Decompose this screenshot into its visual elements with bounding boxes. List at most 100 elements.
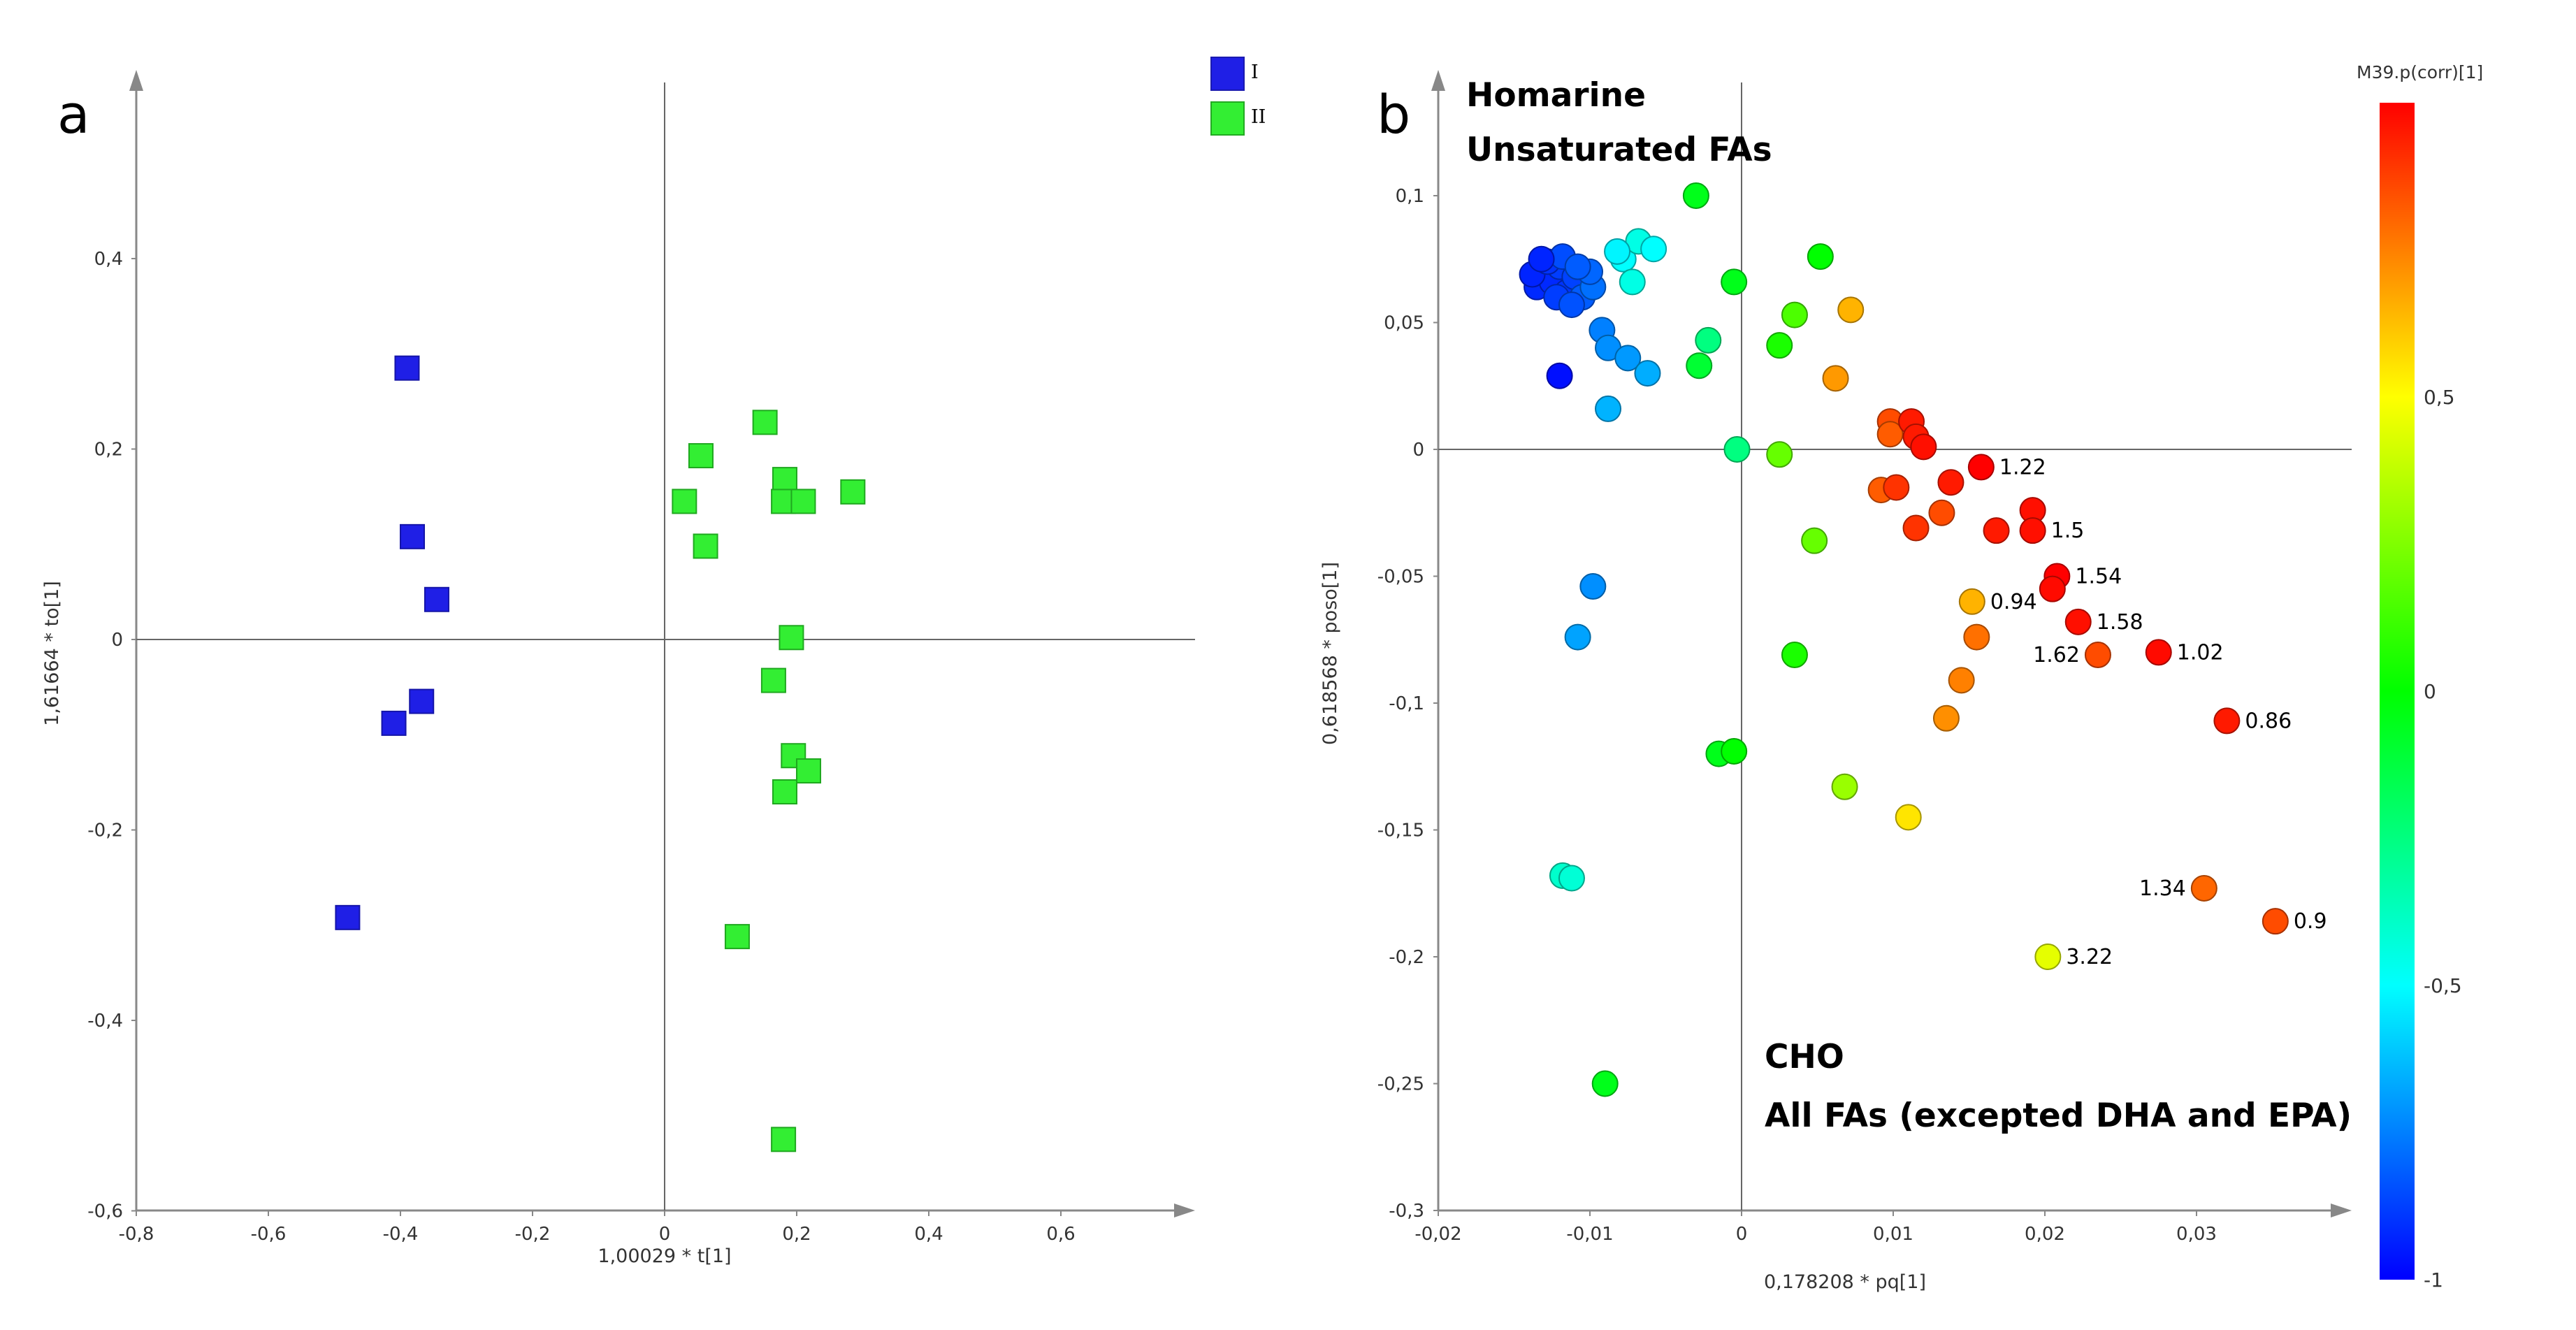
x-tick-label: -0,4 xyxy=(383,1224,419,1245)
point-label: 1.58 xyxy=(2097,610,2143,635)
loading-point xyxy=(1910,433,1937,461)
loading-point xyxy=(1721,737,1748,765)
annotation-all-fas: All FAs (excepted DHA and EPA) xyxy=(1765,1097,2352,1135)
data-point-group-II xyxy=(772,779,797,804)
data-point-group-II xyxy=(752,410,778,435)
loading-point xyxy=(1932,704,1960,732)
x-tick-label: 0,02 xyxy=(2025,1224,2065,1245)
loading-point xyxy=(1558,291,1585,319)
x-tick-label: 0,2 xyxy=(782,1224,811,1245)
data-point-group-I xyxy=(381,710,407,736)
colorbar-tick-label: 0,5 xyxy=(2424,386,2455,409)
x-tick-label: -0,01 xyxy=(1566,1224,1613,1245)
colorbar-tick-label: -0,5 xyxy=(2424,974,2462,997)
y-tick-label: -0,6 xyxy=(87,1201,123,1222)
y-tick-label: 0,4 xyxy=(94,249,123,270)
loading-point xyxy=(1558,865,1585,892)
loading-point xyxy=(1686,352,1713,380)
loading-point xyxy=(2064,608,2092,635)
y-tick-label: -0,05 xyxy=(1377,567,1424,588)
x-tick-label: 0 xyxy=(1736,1224,1748,1245)
loading-point xyxy=(1822,365,1849,392)
loading-point xyxy=(1579,573,1607,600)
y-tick-label: -0,3 xyxy=(1389,1201,1424,1222)
panel-b-x-ticks: -0,02 -0,01 0 0,01 0,02 0,03 xyxy=(1414,1210,2217,1245)
x-tick-label: 0 xyxy=(659,1224,671,1245)
loading-point xyxy=(1564,623,1591,651)
loading-point xyxy=(1614,345,1642,372)
loading-point xyxy=(1831,773,1858,800)
point-label: 1.34 xyxy=(2139,876,2186,901)
loading-point xyxy=(1634,360,1661,387)
panel-a-legend: I II xyxy=(1210,57,1266,136)
panel-b: -0,3 -0,25 -0,2 -0,15 -0,1 -0,05 0 0,05 0,1 -0,0… xyxy=(1319,62,2483,1293)
loading-point xyxy=(2019,517,2046,544)
point-label: 1.54 xyxy=(2075,565,2122,589)
loading-point xyxy=(1721,268,1748,296)
loading-point xyxy=(1837,296,1865,324)
loading-point xyxy=(1591,1070,1619,1097)
x-tick-label: -0,02 xyxy=(1414,1224,1461,1245)
data-point-group-II xyxy=(771,1127,797,1152)
point-label: 1.02 xyxy=(2177,640,2224,665)
y-tick-label: 0,05 xyxy=(1384,313,1424,334)
data-point-group-II xyxy=(840,479,866,505)
loading-point xyxy=(1883,474,1910,501)
loading-point xyxy=(2145,639,2172,666)
point-label: 1.5 xyxy=(2051,519,2085,543)
x-tick-label: -0,8 xyxy=(119,1224,154,1245)
data-point-group-II xyxy=(724,924,750,950)
y-tick-label: -0,2 xyxy=(1389,947,1424,968)
panel-b-letter: b xyxy=(1377,83,1410,145)
loading-point xyxy=(2262,908,2289,935)
y-tick-label: 0 xyxy=(111,630,123,651)
loading-point xyxy=(1781,301,1808,328)
loading-point xyxy=(1695,326,1722,354)
loading-point xyxy=(1983,517,2010,544)
annotation-homarine: Homarine xyxy=(1466,76,1646,115)
point-label: 1.22 xyxy=(1999,455,2046,479)
point-label: 0.86 xyxy=(2245,709,2292,733)
loading-point xyxy=(2039,575,2066,602)
x-tick-label: -0,6 xyxy=(251,1224,287,1245)
loading-point xyxy=(1766,441,1793,468)
panel-a: -0,6-0,4-0,200,20,4 -0,8 -0,6 -0,4 -0,2 0 0,2… xyxy=(41,57,1266,1267)
y-tick-label: 0,2 xyxy=(94,440,123,461)
loading-point xyxy=(1766,332,1793,359)
annotation-unsaturated-fas: Unsaturated FAs xyxy=(1466,131,1772,169)
legend-swatch-II xyxy=(1210,101,1245,136)
loading-point xyxy=(1564,253,1591,280)
data-point-group-II xyxy=(760,667,786,693)
panel-b-y-label: 0,618568 * poso[1] xyxy=(1319,562,1341,745)
colorbar-tick-label: -1 xyxy=(2424,1268,2443,1292)
point-label: 3.22 xyxy=(2066,945,2113,969)
y-tick-label: -0,1 xyxy=(1389,693,1424,714)
panel-a-points xyxy=(335,355,866,1152)
loading-point xyxy=(1895,804,1922,831)
loading-point xyxy=(1967,454,1995,481)
loading-point xyxy=(1948,667,1975,694)
loading-point xyxy=(1619,268,1646,296)
data-point-group-I xyxy=(335,904,361,930)
loading-point xyxy=(1723,436,1751,463)
x-tick-label: 0,6 xyxy=(1046,1224,1075,1245)
loading-point xyxy=(1781,642,1808,669)
legend-swatch-I xyxy=(1210,57,1245,91)
loading-point xyxy=(1528,245,1555,273)
loading-point xyxy=(2213,707,2241,735)
loading-point xyxy=(1801,527,1828,554)
data-point-group-II xyxy=(796,758,822,784)
panel-b-y-axis-arrow xyxy=(1431,70,1445,91)
y-tick-label: -0,2 xyxy=(87,821,123,841)
loading-point xyxy=(2034,944,2062,970)
y-tick-label: 0 xyxy=(1412,440,1424,461)
panel-a-x-label: 1,00029 * t[1] xyxy=(598,1245,731,1267)
loading-point xyxy=(1937,469,1964,496)
data-point-group-II xyxy=(772,467,797,493)
data-point-group-I xyxy=(394,355,420,381)
panel-a-y-axis-arrow xyxy=(129,70,143,91)
loading-point xyxy=(1682,182,1709,209)
loading-point xyxy=(1640,236,1667,263)
y-tick-label: -0,25 xyxy=(1377,1074,1424,1095)
